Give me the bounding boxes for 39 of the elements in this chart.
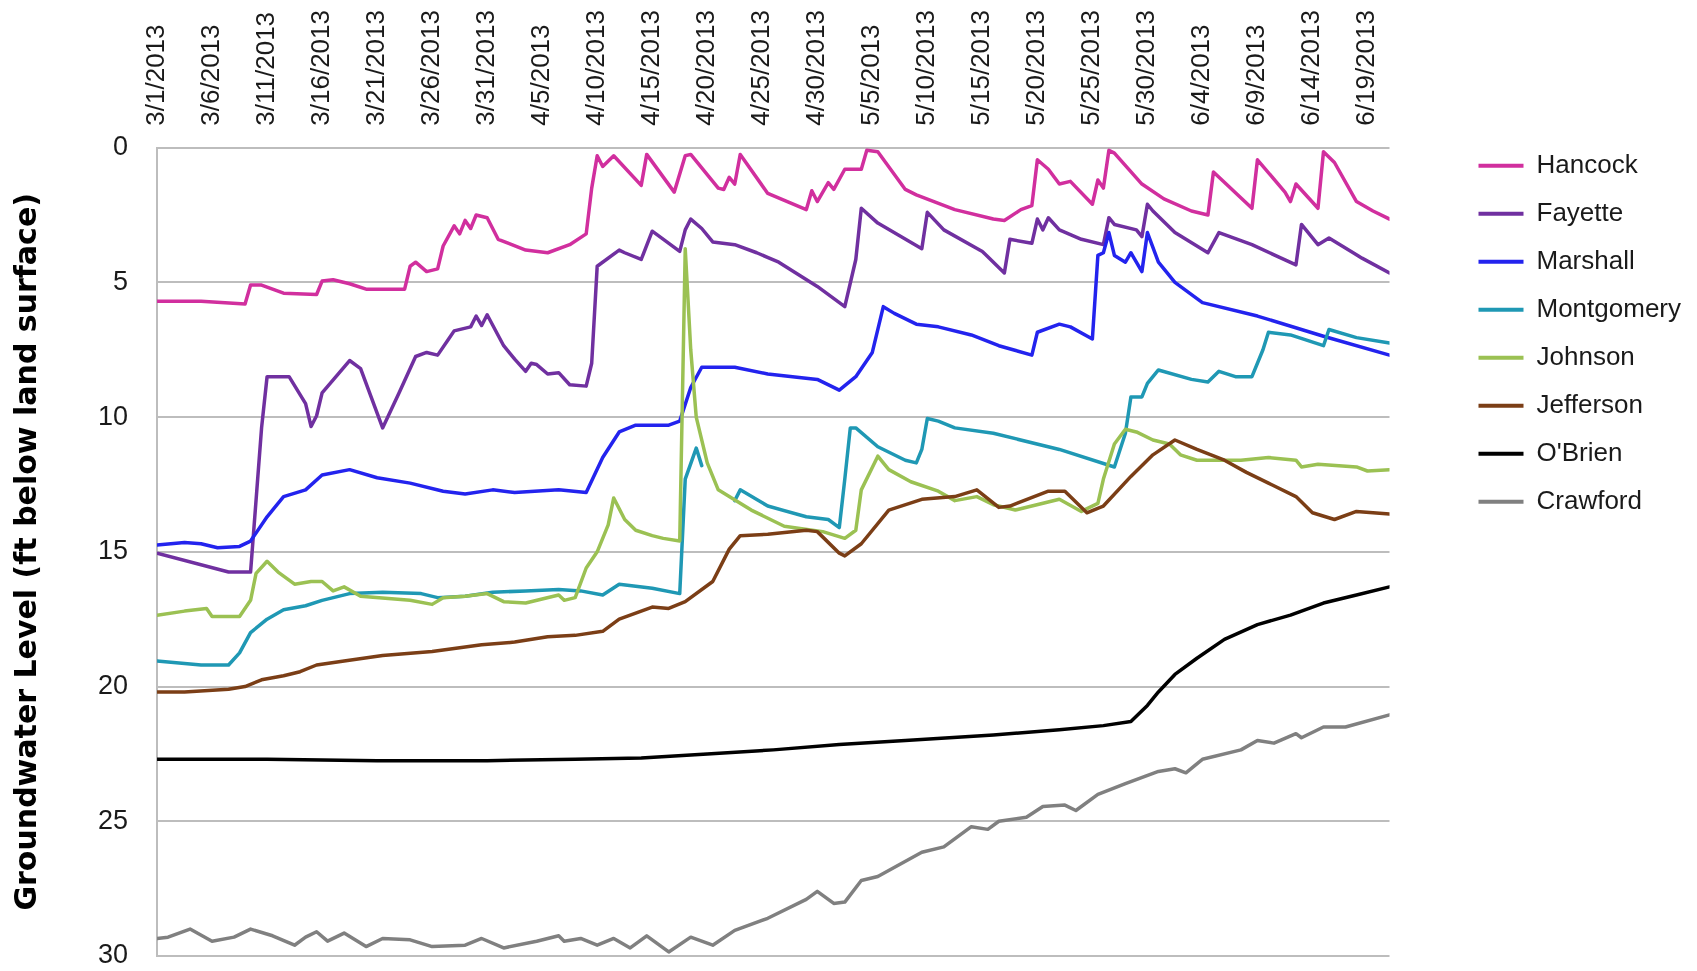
legend-label: Johnson: [1536, 340, 1635, 371]
legend-label: Fayette: [1536, 196, 1624, 227]
x-tick-label: 6/14/2013: [1295, 10, 1326, 126]
y-tick-label: 5: [113, 265, 129, 296]
x-tick-label: 4/15/2013: [635, 10, 666, 126]
y-axis-title: Groundwater Level (ft below land surface): [7, 193, 43, 911]
legend-label: Jefferson: [1536, 388, 1643, 419]
x-tick-label: 5/15/2013: [965, 10, 996, 126]
x-tick-label: 6/4/2013: [1185, 24, 1216, 126]
x-tick-label: 4/10/2013: [580, 10, 611, 126]
x-tick-label: 4/5/2013: [525, 24, 556, 126]
legend-label: Hancock: [1536, 148, 1639, 179]
y-tick-label: 0: [113, 131, 129, 162]
x-tick-label: 6/9/2013: [1240, 24, 1271, 126]
x-tick-label: 5/20/2013: [1020, 10, 1051, 126]
y-tick-label: 10: [97, 400, 129, 431]
x-tick-label: 5/30/2013: [1130, 10, 1161, 126]
x-tick-label: 3/16/2013: [305, 10, 336, 126]
x-tick-label: 6/19/2013: [1350, 10, 1381, 126]
x-tick-label: 5/10/2013: [910, 10, 941, 126]
x-tick-label: 4/20/2013: [690, 10, 721, 126]
legend-label: Montgomery: [1536, 292, 1681, 323]
x-tick-label: 5/5/2013: [855, 24, 886, 126]
x-tick-label: 4/25/2013: [745, 10, 776, 126]
y-tick-label: 25: [97, 804, 129, 835]
x-tick-label: 3/11/2013: [250, 11, 281, 126]
y-tick-label: 20: [97, 670, 129, 701]
x-tick-label: 5/25/2013: [1075, 10, 1106, 126]
y-tick-label: 15: [97, 535, 129, 566]
legend-label: Marshall: [1536, 244, 1635, 275]
legend-label: O'Brien: [1536, 436, 1623, 467]
x-tick-label: 3/31/2013: [470, 10, 501, 126]
y-tick-label: 30: [97, 939, 129, 970]
x-tick-label: 3/26/2013: [415, 10, 446, 126]
x-tick-label: 3/21/2013: [360, 10, 391, 126]
x-tick-label: 3/1/2013: [140, 24, 170, 126]
legend-label: Crawford: [1536, 484, 1642, 515]
x-tick-label: 4/30/2013: [800, 10, 831, 126]
x-tick-label: 3/6/2013: [195, 24, 226, 126]
